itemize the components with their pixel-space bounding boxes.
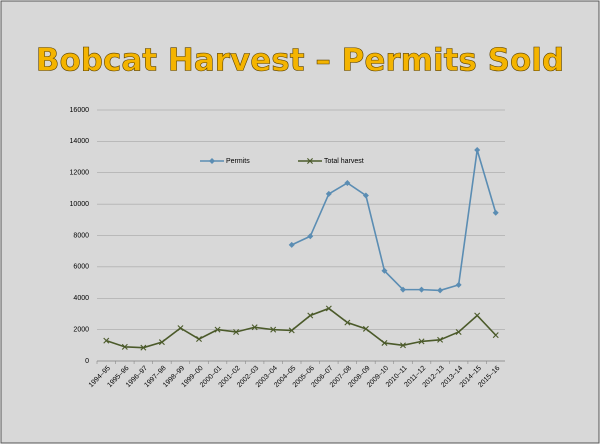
point [381,267,388,274]
point [233,328,240,335]
point [362,192,369,199]
point [121,343,128,350]
point [492,209,499,216]
y-tick-label: 4000 [73,295,89,302]
point [140,344,147,351]
y-tick-label: 8000 [73,232,89,239]
point [344,179,351,186]
point [158,339,165,346]
y-tick-label: 6000 [73,264,89,271]
point [474,147,481,154]
point [418,338,425,345]
point [325,190,332,197]
legend-label: Total harvest [324,158,364,165]
series-line [106,307,497,349]
y-tick-label: 10000 [70,201,90,208]
point [325,305,332,312]
y-tick-label: 0 [85,358,89,365]
point [381,339,388,346]
point [418,286,425,293]
legend-label: Permits [226,158,250,165]
point [492,332,499,339]
point [209,158,215,164]
point [307,312,314,319]
point [400,286,406,293]
y-tick-label: 14000 [70,138,90,145]
point [214,326,221,333]
series-line [291,149,497,292]
point [103,337,110,344]
y-tick-label: 2000 [73,326,89,333]
point [455,281,462,288]
point [362,325,369,332]
point [437,336,444,343]
chart-title: Bobcat Harvest – Permits Sold [36,43,564,79]
point [251,324,258,331]
point [344,319,351,326]
point [270,326,277,333]
point [288,241,295,248]
point [400,342,406,349]
y-tick-label: 16000 [70,107,90,114]
point [307,233,314,240]
point [474,312,481,319]
point [288,327,295,334]
point [196,336,202,343]
point [307,158,313,164]
point [455,328,462,335]
y-tick-label: 12000 [70,170,90,177]
point [177,325,184,332]
point [437,287,444,294]
